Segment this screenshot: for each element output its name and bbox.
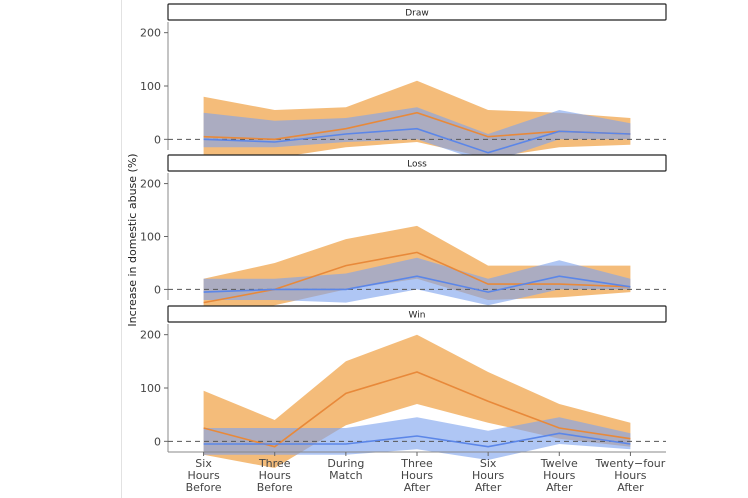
left-page-rule [121,0,122,498]
y-tick-label: 0 [154,283,161,296]
y-tick-label: 0 [154,435,161,448]
series-line-blue [203,275,631,293]
y-tick-label: 200 [140,178,161,191]
y-tick-label: 200 [140,329,161,342]
facet-strip-0 [167,3,667,21]
x-tick-label: Three Hours Before [257,457,293,494]
facet-strip-1 [167,154,667,172]
y-tick-label: 100 [140,80,161,93]
confidence-band-blue [203,417,631,460]
x-tick-label: Twelve Hours After [540,457,578,494]
confidence-band-blue [203,257,631,306]
confidence-band-blue [203,107,631,164]
y-tick-label: 0 [154,133,161,146]
series-line-orange [203,371,631,448]
y-tick-label: 200 [140,27,161,40]
facet-title: Win [409,311,426,321]
x-tick-label: Twenty−four Hours After [595,457,666,494]
y-axis-label: Increase in domestic abuse (%) [126,153,139,326]
series-line-blue [203,127,631,154]
facet-title: Loss [407,160,427,170]
x-tick-label: Six Hours After [472,457,504,494]
y-tick-label: 100 [140,382,161,395]
series-line-blue [203,432,631,448]
y-tick-label: 100 [140,231,161,244]
x-tick-label: Three Hours After [400,457,433,494]
x-tick-label: During Match [327,457,364,482]
facet-strip-2 [167,305,667,323]
x-tick-label: Six Hours Before [186,457,222,494]
facet-title: Draw [405,9,429,19]
